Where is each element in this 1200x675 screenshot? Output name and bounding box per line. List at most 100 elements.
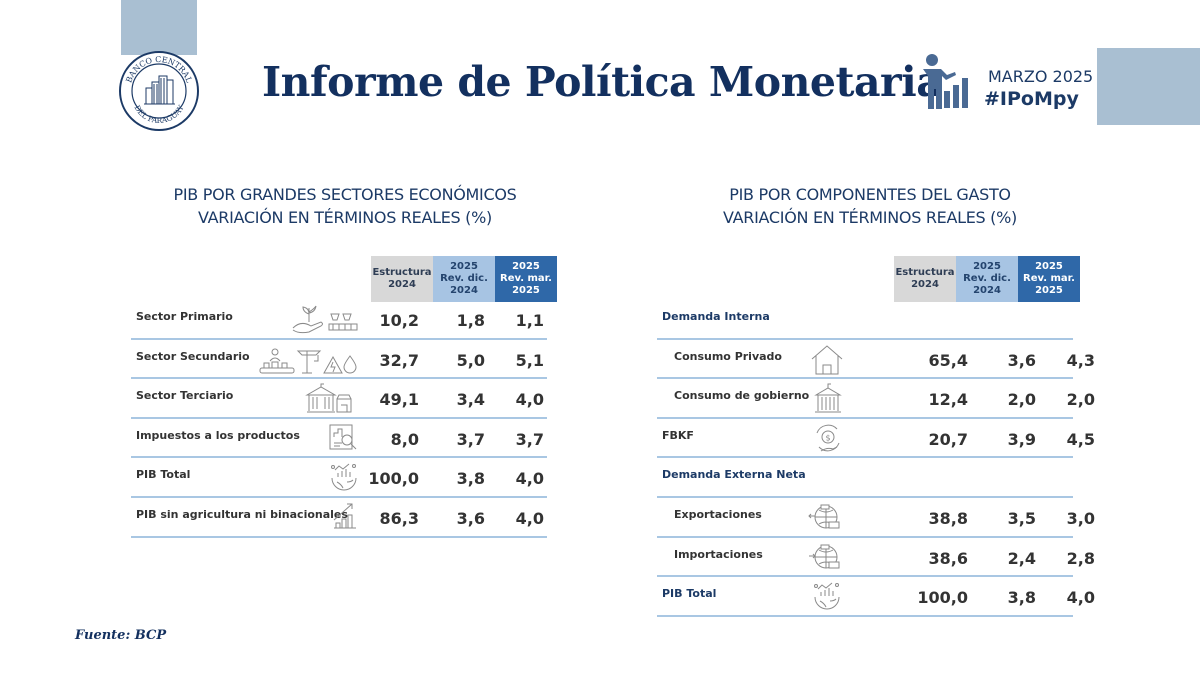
left-column-headers: Estructura 2024 2025 Rev. dic. 2024 2025… <box>371 256 557 302</box>
value-rev-dic: 2,4 <box>1007 548 1036 568</box>
value-rev-dic: 2,0 <box>1007 390 1036 410</box>
value-estructura: 8,0 <box>390 429 419 449</box>
header-top-tab <box>121 0 197 55</box>
row-label: Consumo Privado <box>674 349 782 363</box>
value-rev-mar: 3,7 <box>515 429 544 449</box>
value-rev-mar: 3,0 <box>1066 508 1095 528</box>
table-row: Consumo Privado 65,4 3,6 4,3 <box>657 340 1095 380</box>
sectors-table: Sector Primario 10,2 1,8 1,1 Sector Secu… <box>131 300 547 538</box>
row-label: FBKF <box>662 428 694 442</box>
report-date: MARZO 2025 <box>988 67 1094 86</box>
left-section-title: PIB POR GRANDES SECTORES ECONÓMICOS VARI… <box>130 185 560 227</box>
table-row: FBKF $ 20,7 3,9 4,5 <box>657 419 1095 459</box>
industry-energy-icon <box>258 344 358 374</box>
value-estructura: 10,2 <box>379 311 419 330</box>
government-building-icon <box>814 383 842 413</box>
left-subtitle: VARIACIÓN EN TÉRMINOS REALES (%) <box>198 208 492 227</box>
table-row: Sector Primario 10,2 1,8 1,1 <box>131 300 547 340</box>
value-rev-mar: 2,0 <box>1066 390 1095 410</box>
tax-document-icon <box>328 423 358 453</box>
value-estructura: 20,7 <box>928 429 968 449</box>
value-rev-mar: 4,5 <box>1066 429 1095 449</box>
svg-text:$: $ <box>826 433 831 442</box>
table-row: PIB Total 100,0 3,8 4,0 <box>131 458 547 498</box>
right-column-headers: Estructura 2024 2025 Rev. dic. 2024 2025… <box>894 256 1080 302</box>
value-rev-mar: 4,3 <box>1066 350 1095 370</box>
global-trade-export-icon <box>807 502 843 532</box>
row-label: Impuestos a los productos <box>136 428 300 442</box>
value-rev-dic: 3,9 <box>1007 429 1036 449</box>
value-rev-dic: 3,4 <box>456 390 485 410</box>
left-title: PIB POR GRANDES SECTORES ECONÓMICOS <box>173 185 517 204</box>
value-rev-mar: 2,8 <box>1066 548 1095 568</box>
row-label: Sector Terciario <box>136 389 234 403</box>
value-rev-mar: 4,0 <box>515 390 544 410</box>
col-header-rev-dic: 2025 Rev. dic. 2024 <box>433 256 495 302</box>
global-trade-import-icon <box>807 542 843 572</box>
value-estructura: 12,4 <box>928 390 968 410</box>
row-label: PIB Total <box>662 587 717 601</box>
col-header-rev-dic: 2025 Rev. dic. 2024 <box>956 256 1018 302</box>
table-row: PIB sin agricultura ni binacionales 86,3… <box>131 498 547 538</box>
row-label: Importaciones <box>674 547 763 561</box>
right-title: PIB POR COMPONENTES DEL GASTO <box>729 185 1011 204</box>
table-row: Sector Secundario 32,7 5,0 5,1 <box>131 340 547 380</box>
value-rev-mar: 4,0 <box>515 508 544 528</box>
row-label: Sector Primario <box>136 310 233 323</box>
col-header-estructura: Estructura 2024 <box>894 256 956 302</box>
source-note: Fuente: BCP <box>75 628 167 643</box>
table-group-row: Demanda Externa Neta <box>657 458 1073 498</box>
value-estructura: 32,7 <box>379 350 419 370</box>
right-subtitle: VARIACIÓN EN TÉRMINOS REALES (%) <box>723 208 1017 227</box>
globe-growth-icon <box>812 581 842 611</box>
group-label: Demanda Interna <box>662 310 770 323</box>
value-rev-dic: 3,7 <box>456 429 485 449</box>
value-rev-mar: 4,0 <box>1066 588 1095 608</box>
value-estructura: 86,3 <box>379 508 419 528</box>
value-estructura: 100,0 <box>917 588 968 608</box>
value-estructura: 38,6 <box>928 548 968 568</box>
row-label: PIB sin agricultura ni binacionales <box>136 507 348 521</box>
agriculture-livestock-icon <box>291 304 361 334</box>
table-row: Sector Terciario 49,1 3,4 4,0 <box>131 379 547 419</box>
presenter-chart-icon <box>920 53 974 109</box>
row-label: Exportaciones <box>674 507 762 521</box>
row-label: Sector Secundario <box>136 349 250 363</box>
value-estructura: 38,8 <box>928 508 968 528</box>
report-hashtag: #IPoMpy <box>984 88 1079 110</box>
value-rev-mar: 1,1 <box>515 311 544 330</box>
value-rev-dic: 3,6 <box>1007 350 1036 370</box>
value-rev-dic: 3,8 <box>456 469 485 489</box>
bcp-logo: BANCO CENTRAL DEL PARAGUAY <box>118 50 200 132</box>
value-estructura: 49,1 <box>379 390 419 410</box>
house-icon <box>810 344 844 375</box>
value-rev-dic: 3,8 <box>1007 588 1036 608</box>
value-rev-dic: 5,0 <box>456 350 485 370</box>
table-group-row: Demanda Interna <box>657 300 1073 340</box>
investment-money-icon: $ <box>813 423 843 453</box>
value-estructura: 100,0 <box>368 469 419 489</box>
table-total-row: PIB Total 100,0 3,8 4,0 <box>657 577 1095 617</box>
row-label: PIB Total <box>136 468 191 482</box>
globe-growth-icon <box>329 462 359 492</box>
table-row: Consumo de gobierno 12,4 2,0 2,0 <box>657 379 1095 419</box>
bar-growth-icon <box>332 502 358 532</box>
right-section-title: PIB POR COMPONENTES DEL GASTO VARIACIÓN … <box>660 185 1080 227</box>
col-header-estructura: Estructura 2024 <box>371 256 433 302</box>
table-row: Exportaciones 38,8 3,5 3,0 <box>657 498 1095 538</box>
value-rev-dic: 1,8 <box>456 311 485 330</box>
row-label: Consumo de gobierno <box>674 389 810 403</box>
value-estructura: 65,4 <box>928 350 968 370</box>
page-title: Informe de Política Monetaria <box>262 58 943 106</box>
header-right-band <box>1097 48 1200 125</box>
col-header-rev-mar: 2025 Rev. mar. 2025 <box>1018 256 1080 302</box>
col-header-rev-mar: 2025 Rev. mar. 2025 <box>495 256 557 302</box>
table-row: Importaciones 38,6 2,4 2,8 <box>657 538 1095 578</box>
table-row: Impuestos a los productos 8,0 3,7 3,7 <box>131 419 547 459</box>
value-rev-mar: 5,1 <box>515 350 544 370</box>
bank-store-icon <box>305 383 355 413</box>
group-label: Demanda Externa Neta <box>662 468 806 482</box>
value-rev-dic: 3,5 <box>1007 508 1036 528</box>
expenditure-table: Demanda Interna Consumo Privado 65,4 3,6… <box>657 300 1095 617</box>
value-rev-mar: 4,0 <box>515 469 544 489</box>
